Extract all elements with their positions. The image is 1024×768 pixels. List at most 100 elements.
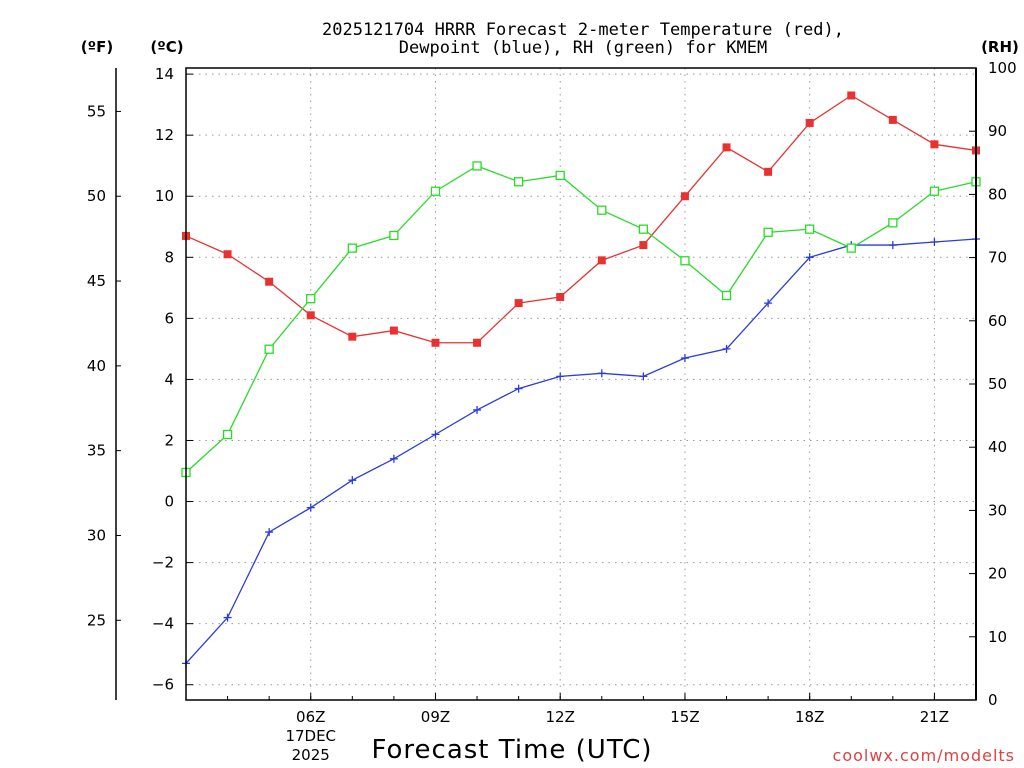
rh-point [846, 243, 856, 253]
rh-tick-label: 0 [988, 691, 998, 709]
celsius-tick-label: 8 [164, 248, 174, 266]
celsius-tick-label: −2 [152, 554, 174, 572]
dewpoint-point [639, 372, 648, 381]
fahrenheit-tick-label: 25 [87, 611, 106, 629]
fahrenheit-tick-label: 55 [87, 102, 106, 120]
x-date-label: 17DEC [285, 727, 336, 745]
rh-tick-label: 50 [988, 375, 1007, 393]
fahrenheit-tick-label: 50 [87, 187, 106, 205]
rh-tick-label: 80 [988, 185, 1007, 203]
fahrenheit-tick-label: 35 [87, 442, 106, 460]
x-year-label: 2025 [292, 746, 330, 764]
dewpoint-point [306, 503, 315, 512]
rh-point [597, 205, 607, 215]
x-tick-label: 15Z [670, 708, 699, 726]
dewpoint-point [514, 384, 523, 393]
chart-title-line-1: 2025121704 HRRR Forecast 2-meter Tempera… [322, 20, 844, 40]
celsius-tick-label: 6 [164, 309, 174, 327]
temperature-point [431, 338, 440, 347]
temperature-point [722, 143, 731, 152]
chart-title-line-2: Dewpoint (blue), RH (green) for KMEM [399, 38, 767, 58]
temperature-point [389, 326, 398, 335]
temperature-point [223, 250, 232, 259]
celsius-tick-label: 4 [164, 370, 174, 388]
temperature-point [473, 338, 482, 347]
dewpoint-point [265, 528, 274, 537]
rh-point [888, 218, 898, 228]
x-tick-label: 12Z [546, 708, 575, 726]
rh-point [222, 429, 233, 440]
temperature-series [182, 91, 980, 347]
rh-point [805, 224, 815, 234]
temperature-point [847, 91, 856, 100]
rh-line [185, 165, 977, 473]
rh-point [721, 290, 732, 301]
temperature-point [888, 115, 897, 124]
dewpoint-point [431, 430, 440, 439]
celsius-tick-label: −6 [152, 676, 174, 694]
celsius-unit-label: (ºC) [150, 38, 183, 56]
temperature-line [185, 94, 977, 344]
celsius-tick-label: 12 [155, 126, 174, 144]
rh-point [763, 227, 773, 237]
credit-text: coolwx.com/modelts [833, 746, 1015, 765]
dewpoint-line [185, 238, 977, 664]
temperature-point [597, 256, 606, 265]
rh-tick-label: 20 [988, 565, 1007, 583]
temperature-point [514, 299, 523, 308]
rh-point [555, 170, 565, 181]
rh-point [680, 256, 690, 266]
rh-point [513, 177, 524, 187]
rh-point [389, 230, 399, 241]
temperature-point [556, 292, 565, 301]
rh-tick-label: 90 [988, 122, 1007, 140]
celsius-tick-label: 14 [155, 65, 174, 83]
fahrenheit-tick-label: 40 [87, 357, 106, 375]
dewpoint-point [556, 372, 565, 381]
dewpoint-point [389, 454, 398, 463]
rh-tick-label: 30 [988, 501, 1007, 519]
plot-frame [185, 67, 977, 701]
dewpoint-point [473, 405, 482, 414]
celsius-tick-label: 10 [155, 187, 174, 205]
temperature-point [764, 167, 773, 176]
temperature-point [348, 332, 357, 341]
dewpoint-point [764, 299, 773, 308]
dewpoint-point [597, 369, 606, 378]
rh-tick-label: 70 [988, 249, 1007, 267]
rh-point [264, 344, 274, 354]
temperature-point [680, 192, 689, 201]
celsius-tick-label: 0 [164, 493, 174, 511]
dewpoint-point [223, 613, 232, 622]
rh-tick-label: 100 [988, 59, 1017, 77]
x-tick-label: 18Z [795, 708, 824, 726]
rh-point [430, 186, 441, 196]
fahrenheit-unit-label: (ºF) [81, 38, 113, 56]
fahrenheit-tick-label: 30 [87, 526, 106, 544]
temperature-point [639, 241, 648, 250]
celsius-tick-label: 2 [164, 431, 174, 449]
rh-point [638, 224, 649, 234]
series-layer [181, 91, 981, 668]
celsius-tick-label: −4 [152, 615, 174, 633]
dewpoint-point [888, 241, 897, 250]
temperature-point [265, 277, 274, 286]
rh-point [347, 243, 357, 253]
dewpoint-point [348, 476, 357, 485]
x-tick-label: 21Z [920, 708, 949, 726]
rh-tick-label: 60 [988, 312, 1007, 330]
rh-point [929, 186, 940, 196]
fahrenheit-tick-label: 45 [87, 272, 106, 290]
rh-series [181, 161, 981, 478]
x-tick-label: 09Z [421, 708, 450, 726]
dewpoint-point [805, 253, 814, 262]
x-tick-label: 06Z [296, 708, 325, 726]
grid-lines [186, 68, 976, 700]
temperature-point [306, 311, 315, 320]
dewpoint-point [930, 238, 939, 247]
dewpoint-point [680, 354, 689, 363]
temperature-point [930, 140, 939, 149]
rh-point [306, 294, 316, 304]
rh-unit-label: (RH) [981, 38, 1019, 56]
